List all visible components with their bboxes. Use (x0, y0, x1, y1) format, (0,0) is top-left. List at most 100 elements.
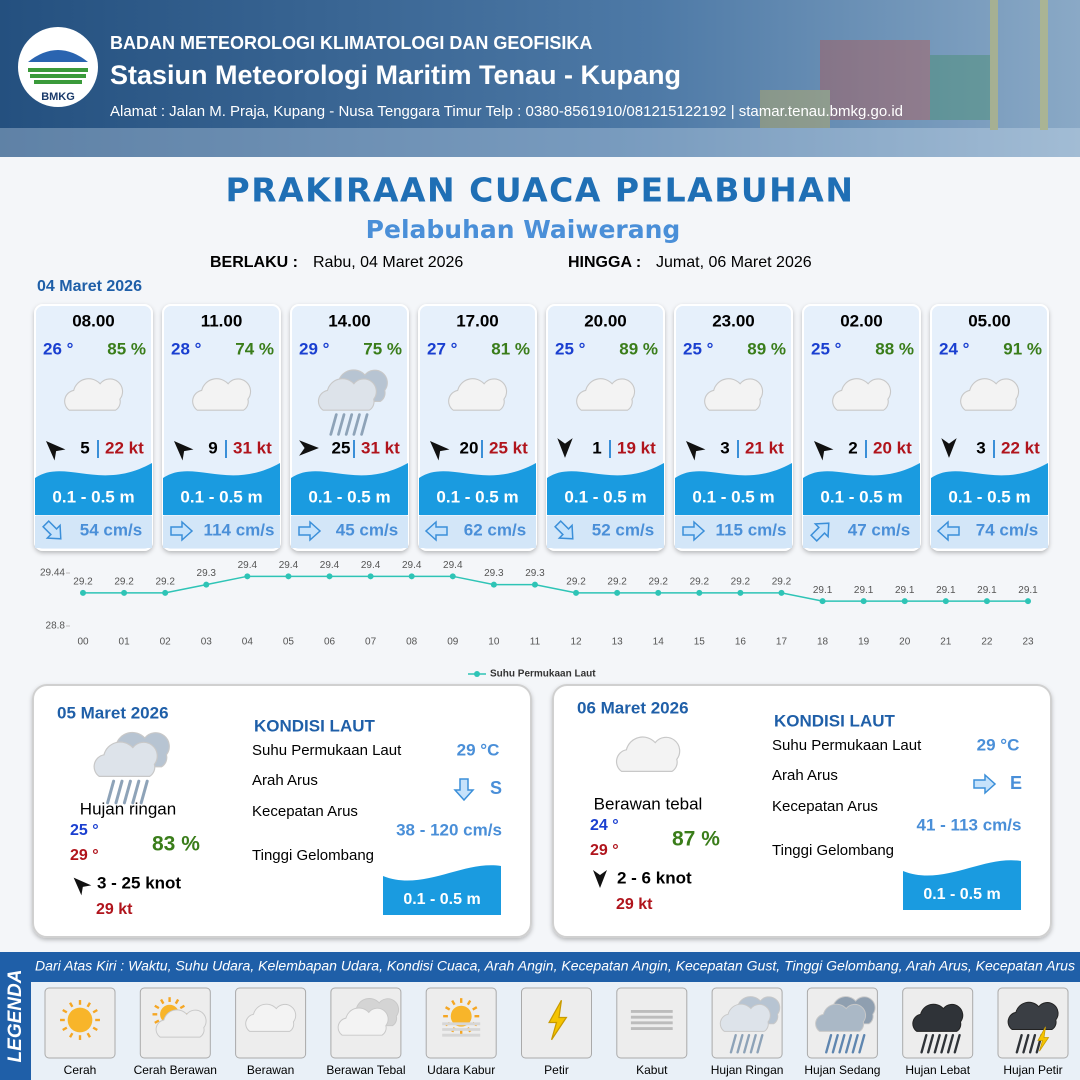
rain-drop (858, 1034, 866, 1054)
cloud (155, 1009, 207, 1038)
weather-icon (912, 1003, 964, 1054)
current-speed-label: Kecepatan Arus (252, 803, 358, 820)
sun-ray (92, 1008, 98, 1014)
sst-point (983, 598, 990, 605)
humidity: 85 % (107, 339, 146, 358)
weather-icon (704, 378, 764, 411)
sst-point (490, 581, 497, 588)
wave (547, 463, 664, 515)
current-dir: E (1010, 773, 1022, 793)
sst-point (531, 581, 538, 588)
rain-drop (933, 1034, 941, 1054)
current-direction (554, 520, 574, 540)
current-speed: 45 cm/s (336, 520, 398, 539)
header-band (0, 0, 1080, 157)
data-label: 29.2 (772, 577, 792, 588)
temperature: 27 ° (427, 339, 458, 358)
data-label: 29.2 (607, 577, 627, 588)
sun-ray (174, 998, 180, 1005)
cloud (337, 1007, 389, 1036)
wave-height: 0.1 - 0.5 m (436, 487, 518, 506)
sst-label: Suhu Permukaan Laut (252, 742, 402, 759)
rain-drop (920, 1034, 928, 1054)
sun-ray (68, 1002, 74, 1008)
x-tick-label: 07 (365, 637, 377, 648)
valid-from-label: BERLAKU : (210, 254, 298, 271)
current-direction (973, 773, 997, 795)
sst-point (901, 598, 908, 605)
weather-icon (442, 998, 481, 1037)
wind-speed: 20 (460, 438, 479, 457)
sst-point (203, 581, 210, 588)
organization: BADAN METEOROLOGI KLIMATOLOGI DAN GEOFIS… (110, 33, 592, 53)
weather-icon (576, 378, 636, 411)
wave-height: 0.1 - 0.5 m (820, 487, 902, 506)
wave (675, 463, 792, 515)
rain-drop (838, 1034, 846, 1054)
rain-drop (825, 1034, 833, 1054)
sun-ray (444, 1006, 451, 1011)
wind-speed: 3 (976, 438, 985, 457)
sst-point (367, 573, 374, 580)
cloud (1007, 1001, 1059, 1030)
wave-height: 0.1 - 0.5 m (923, 886, 1000, 903)
cloud (960, 378, 1020, 411)
wave (803, 463, 920, 515)
sun-ray (472, 1006, 478, 1011)
current-direction (936, 520, 960, 542)
legend-item: Cerah Berawan (134, 1063, 217, 1077)
wave (35, 463, 152, 515)
sst-point (326, 573, 333, 580)
sea-title: KONDISI LAUT (774, 711, 896, 730)
legend-item: Petir (544, 1063, 569, 1077)
wave (291, 463, 408, 515)
rain-drop (122, 779, 132, 805)
weather-icon (1007, 1001, 1059, 1054)
rain-drop (360, 413, 369, 436)
data-label: 29.3 (525, 568, 545, 579)
sun-ray (179, 1004, 186, 1010)
rain-drop (946, 1034, 955, 1054)
sst-line (83, 575, 1028, 602)
gust: 22 kt (105, 438, 144, 457)
gust: 29 kt (96, 901, 133, 918)
x-tick-label: 08 (406, 637, 418, 648)
wind: 3 - 25 knot (97, 873, 181, 892)
sun-ray (154, 1004, 160, 1010)
humidity: 87 % (672, 828, 720, 851)
logo-arc (28, 50, 88, 62)
x-tick-label: 19 (858, 637, 870, 648)
legend-item: Berawan (247, 1063, 294, 1077)
current-direction (170, 520, 194, 542)
valid-until-label: HINGGA : (568, 254, 641, 271)
rain-drop (106, 779, 116, 805)
sst-point (737, 589, 744, 596)
rain-drop (352, 413, 361, 436)
sst-point (573, 589, 580, 596)
data-label: 29.1 (854, 585, 874, 596)
current-direction (298, 520, 322, 542)
sst-point (408, 573, 415, 580)
data-label: 29.3 (197, 568, 217, 579)
sun-ray (92, 1026, 98, 1032)
rain-drop (749, 1034, 757, 1054)
x-tick-label: 23 (1022, 637, 1034, 648)
sst-point (1025, 598, 1031, 605)
legend-item: Udara Kabur (427, 1063, 495, 1077)
data-label: 29.1 (895, 585, 915, 596)
temperature: 25 ° (683, 339, 714, 358)
logo-text: BMKG (41, 91, 75, 103)
x-tick-label: 01 (119, 637, 131, 648)
time: 17.00 (456, 311, 499, 330)
weather-icon (615, 736, 681, 773)
cloud (615, 736, 681, 773)
rain-drop (1028, 1034, 1037, 1054)
x-tick-label: 02 (160, 637, 172, 648)
rain-drop (743, 1034, 751, 1054)
weather-icon (245, 1003, 297, 1032)
temp-min: 25 ° (70, 822, 99, 839)
current-speed-label: Kecepatan Arus (772, 798, 878, 815)
cloud (93, 741, 158, 778)
sst-point (121, 589, 128, 596)
time: 05.00 (968, 311, 1011, 330)
